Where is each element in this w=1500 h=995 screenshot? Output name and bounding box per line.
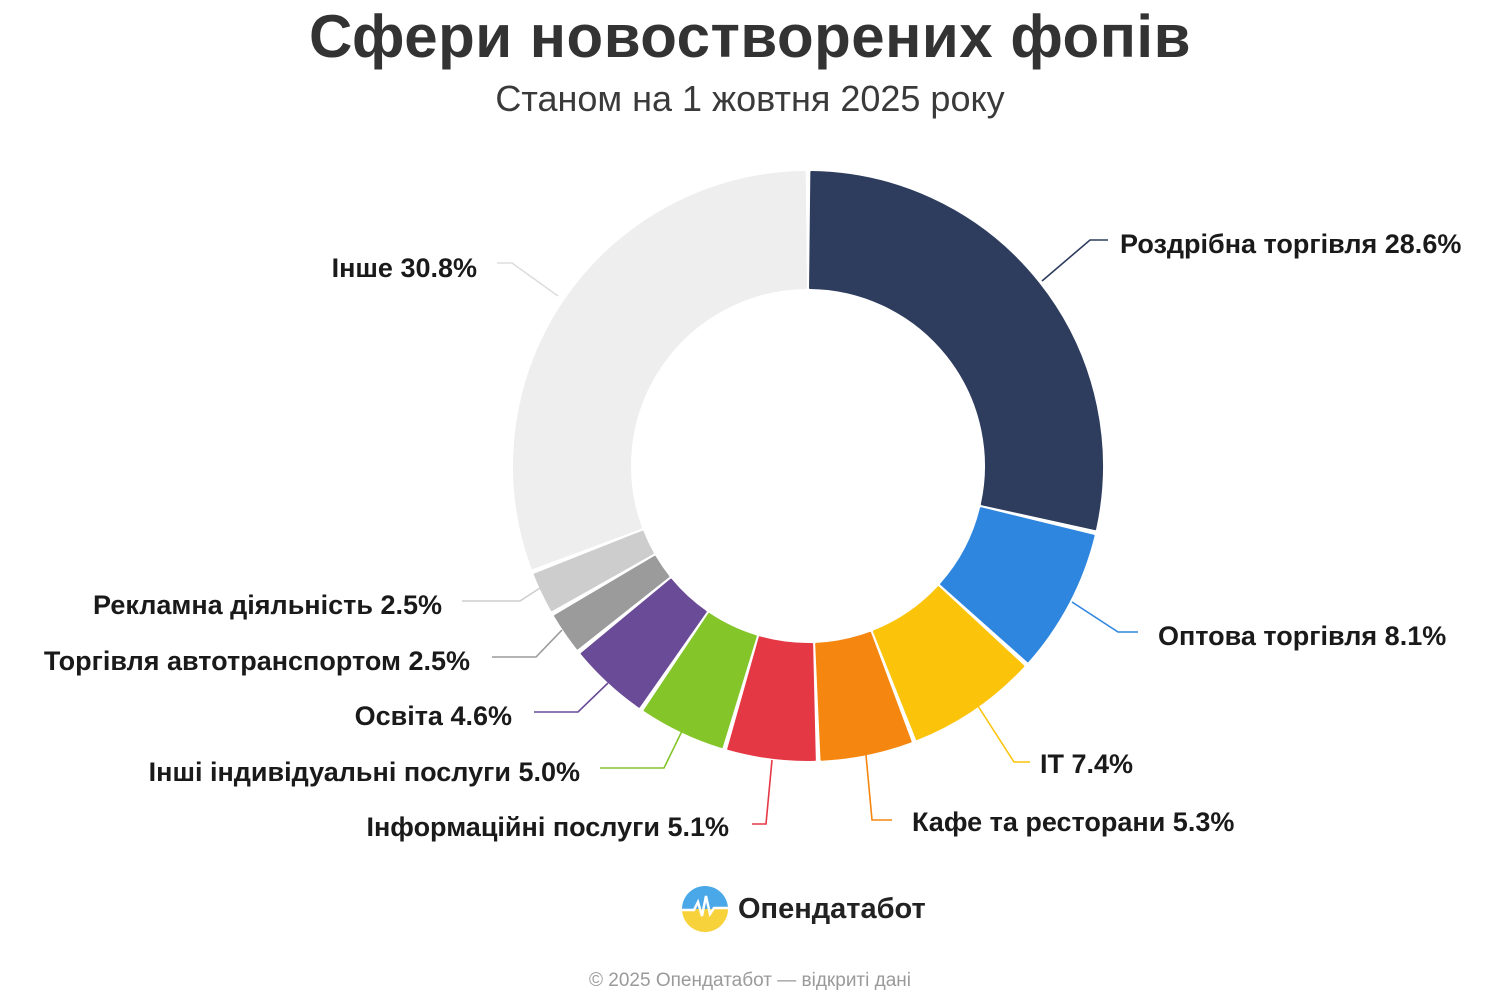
slice-label: Інформаційні послуги 5.1% [366,812,729,842]
donut-slice [513,171,807,570]
donut-slice [815,631,912,761]
leader-line [534,682,609,713]
opendatabot-logo-icon [682,886,728,932]
leader-line [492,629,563,658]
slice-label: Освіта 4.6% [355,701,512,731]
leader-line [865,754,892,821]
logo-text: Опендатабот [738,892,926,925]
slice-label: Рекламна діяльність 2.5% [93,590,442,620]
donut-slice [872,586,1025,741]
donut-slice [533,530,654,612]
donut-slice [580,578,707,708]
slice-label: IT 7.4% [1040,749,1133,779]
leader-line [1041,239,1108,282]
slice-label: Кафе та ресторани 5.3% [912,807,1234,837]
chart-title: Сфери новостворених фопів [308,3,1191,70]
brand-logo: Опендатабот [680,882,926,936]
leader-line [1071,601,1138,633]
footer-copyright: © 2025 Опендатабот — відкриті дані [589,970,911,991]
donut-slice [554,555,670,650]
leader-line [752,759,773,825]
slice-label: Торгівля автотранспортом 2.5% [44,646,470,676]
donut-slice [940,507,1095,663]
leader-line [600,730,683,769]
slice-label: Інші індивідуальні послуги 5.0% [149,757,580,787]
leader-line [497,262,559,297]
chart-subtitle: Станом на 1 жовтня 2025 року [495,78,1005,119]
slice-label: Роздрібна торгівля 28.6% [1120,229,1461,259]
donut-slice [643,612,757,749]
donut-slice [727,636,816,761]
slice-label: Оптова торгівля 8.1% [1158,621,1446,651]
slice-label: Інше 30.8% [332,253,477,283]
leader-line [462,587,541,602]
donut-slice [809,171,1103,531]
leader-line [977,705,1030,763]
